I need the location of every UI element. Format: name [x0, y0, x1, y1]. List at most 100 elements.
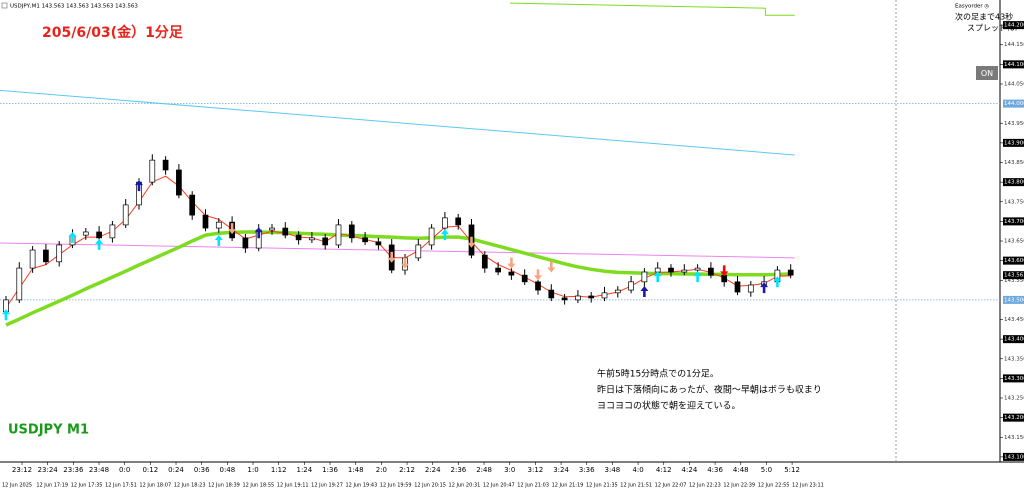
on-button-label[interactable]: ON: [981, 69, 993, 78]
x-tick-label: 2:36: [451, 466, 467, 474]
candle-body: [96, 231, 102, 239]
date-label: 12 Jun 18:23: [174, 483, 206, 489]
candle-body: [668, 267, 674, 273]
candle-body: [29, 249, 36, 269]
x-tick-label: 3:0: [504, 466, 515, 474]
date-label: 12 Jun 21:35: [586, 483, 618, 489]
x-tick-label: 23:48: [89, 466, 109, 474]
y-tick-label: 144.200: [1004, 23, 1024, 29]
signal-arrow: [547, 261, 556, 273]
level-badge: [1003, 99, 1024, 108]
signal-arrow: [467, 236, 476, 248]
date-label: 12 Jun 18:39: [208, 483, 240, 489]
candle-body: [82, 231, 89, 236]
y-tick-label: 143.700: [1004, 219, 1024, 225]
candle-body: [694, 267, 701, 271]
on-button[interactable]: [976, 66, 998, 80]
candle-body: [215, 221, 222, 229]
x-tick-label: 2:24: [425, 466, 441, 474]
candle-body: [747, 284, 754, 293]
moving-average: [5, 230, 791, 327]
x-tick-label: 0:36: [194, 466, 210, 474]
y-tick-label: 143.150: [1004, 435, 1024, 441]
date-label: 12 Jun 22:07: [655, 483, 687, 489]
annotation-line: 午前5時15分時点での1分足。: [597, 368, 719, 380]
y-tick-label: 143.550: [1004, 278, 1024, 284]
y-tick-badge: [1003, 178, 1024, 187]
y-tick-label: 143.450: [1004, 317, 1024, 323]
x-tick-label: 2:48: [476, 466, 492, 474]
x-tick-label: 1:12: [271, 466, 287, 474]
x-tick-label: 4:48: [733, 466, 749, 474]
signal-arrow: [760, 282, 769, 294]
date-label: 12 Jun 19:43: [346, 483, 378, 489]
candle-body: [415, 244, 422, 259]
date-label: 12 Jun 21:03: [517, 483, 549, 489]
candle-body: [481, 254, 488, 269]
y-tick-badge: [1003, 413, 1024, 422]
candle-body: [202, 214, 209, 229]
x-tick-label: 0:0: [119, 466, 130, 474]
candle-body: [348, 224, 355, 239]
date-label: 12 Jun 2025: [2, 483, 32, 489]
candle-body: [442, 217, 448, 229]
watermark: USDJPY M1: [8, 423, 89, 438]
candle-body: [189, 194, 196, 216]
y-tick-label: 143.300: [1004, 376, 1024, 382]
x-tick-label: 4:0: [632, 466, 643, 474]
date-label: 12 Jun 19:11: [277, 483, 309, 489]
symbol-info: USDJPY,M1 143.563 143.563 143.563 143.56…: [10, 4, 138, 10]
date-label: 12 Jun 22:23: [689, 483, 721, 489]
level-label: 144.000: [1004, 101, 1024, 107]
x-tick-label: 2:12: [399, 466, 415, 474]
countdown: 次の足まで43秒: [955, 12, 1013, 22]
x-tick-label: 0:24: [168, 466, 184, 474]
x-tick-label: 1:36: [322, 466, 338, 474]
y-tick-badge: [1003, 217, 1024, 226]
y-tick-label: 144.150: [1004, 42, 1024, 48]
candle-body: [535, 281, 541, 291]
date-label: 12 Jun 17:35: [71, 483, 103, 489]
candle-body: [16, 267, 23, 301]
y-tick-badge: [1003, 256, 1024, 265]
signal-arrow: [214, 235, 223, 246]
date-label: 12 Jun 19:27: [311, 483, 343, 489]
candle-body: [428, 227, 435, 246]
candle-body: [362, 237, 368, 243]
candle-body: [601, 292, 608, 299]
signal-arrow: [653, 271, 662, 283]
candle-body: [508, 271, 515, 276]
candle-body: [149, 159, 156, 183]
y-tick-badge: [1003, 452, 1024, 461]
x-tick-label: 0:48: [219, 466, 235, 474]
candle-body: [295, 234, 302, 241]
current-price-label: 143.563: [1004, 273, 1024, 279]
date-label: 12 Jun 18:55: [242, 483, 274, 489]
y-tick-label: 143.950: [1004, 121, 1024, 127]
x-tick-label: 0:12: [142, 466, 158, 474]
y-tick-badge: [1003, 335, 1024, 344]
date-label: 12 Jun 17:19: [36, 483, 68, 489]
x-tick-label: 3:36: [579, 466, 595, 474]
y-tick-label: 143.600: [1004, 258, 1024, 264]
candle-body: [309, 237, 315, 241]
candle-body: [322, 237, 329, 246]
y-tick-label: 143.900: [1004, 140, 1024, 146]
date-label: 12 Jun 21:19: [552, 483, 584, 489]
x-tick-label: 1:48: [348, 466, 364, 474]
level-label: 143.500: [1004, 297, 1024, 303]
y-tick-label: 143.400: [1004, 337, 1024, 343]
date-label: 12 Jun 20:15: [414, 483, 446, 489]
x-tick-label: 23:36: [63, 466, 84, 474]
y-tick-label: 143.750: [1004, 199, 1024, 205]
y-tick-badge: [1003, 21, 1024, 30]
signal-arrow: [68, 231, 77, 243]
x-tick-label: 23:12: [12, 466, 32, 474]
candle-body: [734, 281, 741, 293]
signal-arrow: [228, 223, 237, 235]
candle-body: [282, 227, 289, 236]
symbol-icon: [1, 2, 8, 9]
candle-body: [176, 169, 182, 196]
candle-body: [43, 249, 49, 263]
